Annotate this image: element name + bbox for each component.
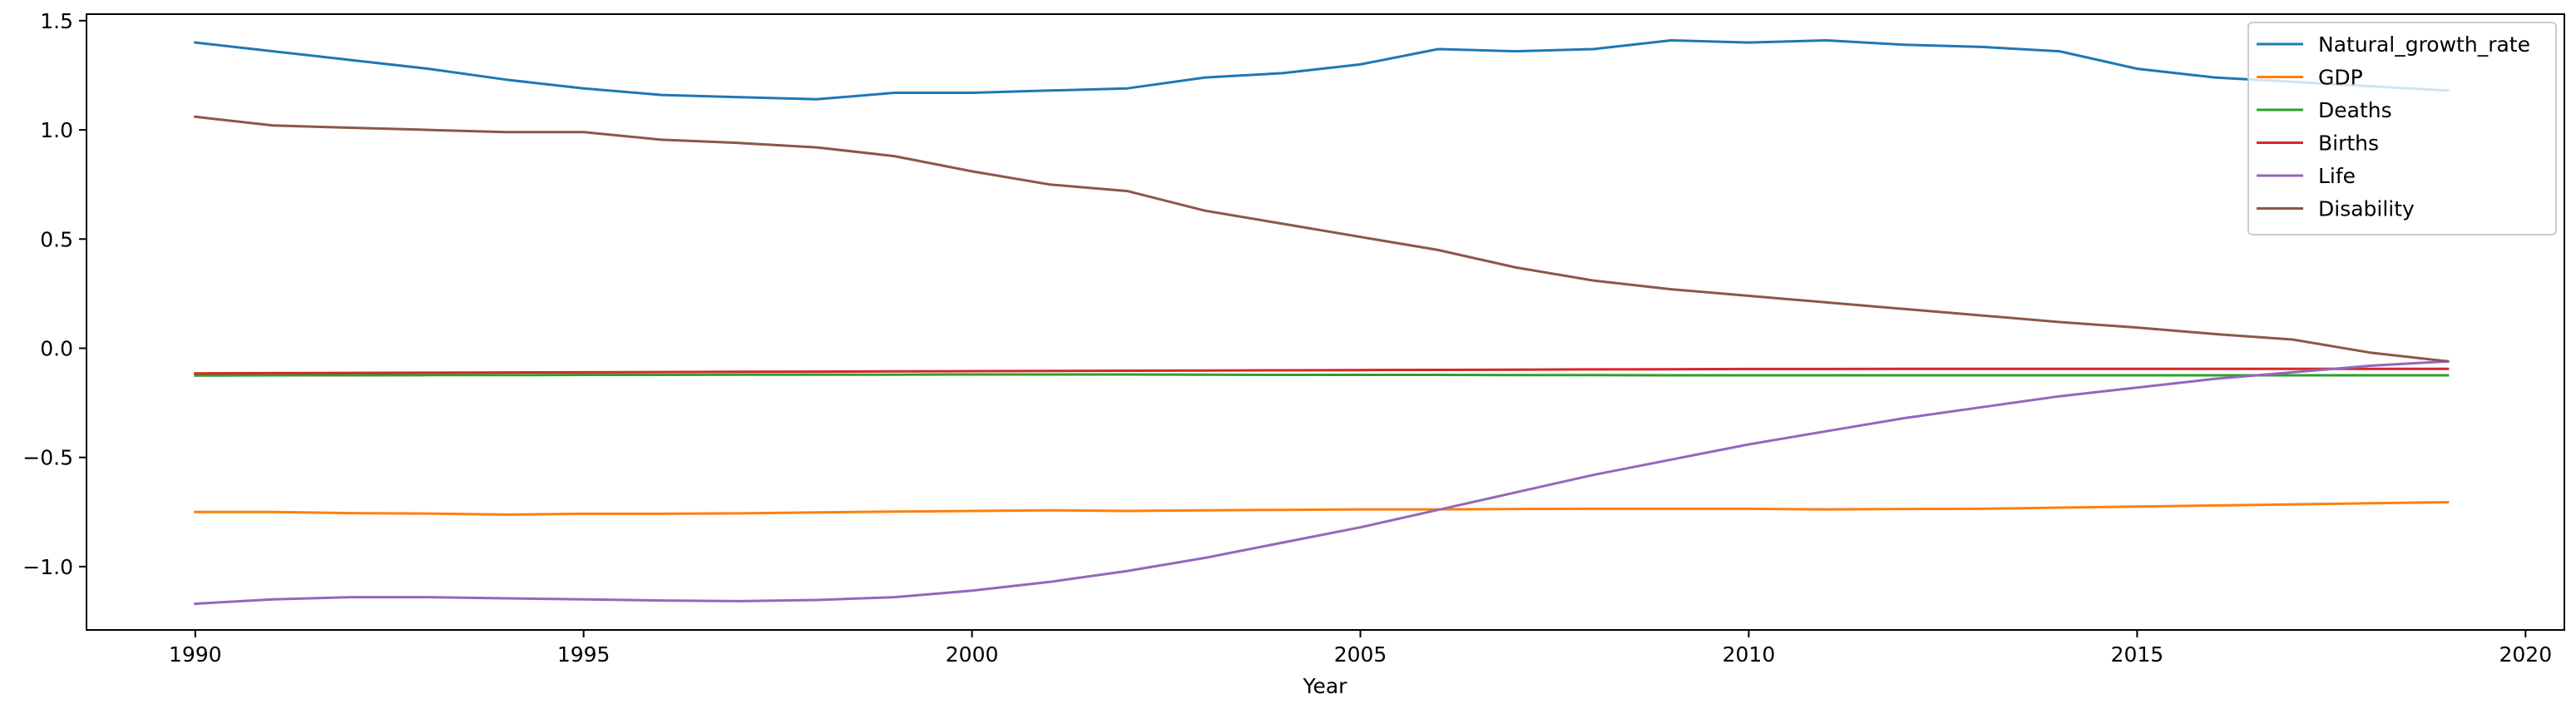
x-axis-label: Year bbox=[1303, 674, 1348, 698]
series-line-natural-growth-rate bbox=[194, 39, 2450, 101]
x-tick-label: 2010 bbox=[1723, 642, 1776, 667]
series-line-life bbox=[194, 359, 2450, 606]
plot-area bbox=[87, 14, 2564, 630]
series-line-disability bbox=[194, 115, 2450, 363]
series-line-deaths bbox=[194, 373, 2450, 377]
x-tick-label: 2015 bbox=[2111, 642, 2164, 667]
axes-frame bbox=[86, 13, 2565, 631]
legend-label: Natural_growth_rate bbox=[2318, 32, 2530, 57]
x-tick-label: 2000 bbox=[946, 642, 999, 667]
legend-label: Deaths bbox=[2318, 98, 2392, 122]
legend: Natural_growth_rate GDP Deaths Births Life Di… bbox=[2247, 22, 2557, 236]
series-layer bbox=[194, 39, 2450, 606]
x-tick-label: 2005 bbox=[1334, 642, 1387, 667]
y-tick-label: 1.5 bbox=[40, 9, 73, 33]
y-tick-label: 0.0 bbox=[40, 336, 73, 360]
series-line-gdp bbox=[194, 500, 2450, 516]
legend-box bbox=[2247, 22, 2557, 236]
series-line-births bbox=[194, 367, 2450, 375]
y-tick-label: −1.0 bbox=[22, 555, 73, 579]
y-tick-label: 1.0 bbox=[40, 118, 73, 142]
y-tick-label: 0.5 bbox=[40, 227, 73, 251]
y-tick-label: −0.5 bbox=[22, 446, 73, 470]
legend-label: Disability bbox=[2318, 197, 2415, 221]
x-tick-label: 1995 bbox=[557, 642, 611, 667]
legend-label: Births bbox=[2318, 131, 2379, 156]
x-tick-label: 2020 bbox=[2499, 642, 2552, 667]
legend-label: GDP bbox=[2318, 66, 2363, 90]
x-tick-label: 1990 bbox=[169, 642, 222, 667]
legend-label: Life bbox=[2318, 164, 2356, 188]
axes-layer: 1990 1995 2000 2005 2010 2015 2020 −1.0 −0.5 0.0 0… bbox=[22, 9, 2565, 667]
